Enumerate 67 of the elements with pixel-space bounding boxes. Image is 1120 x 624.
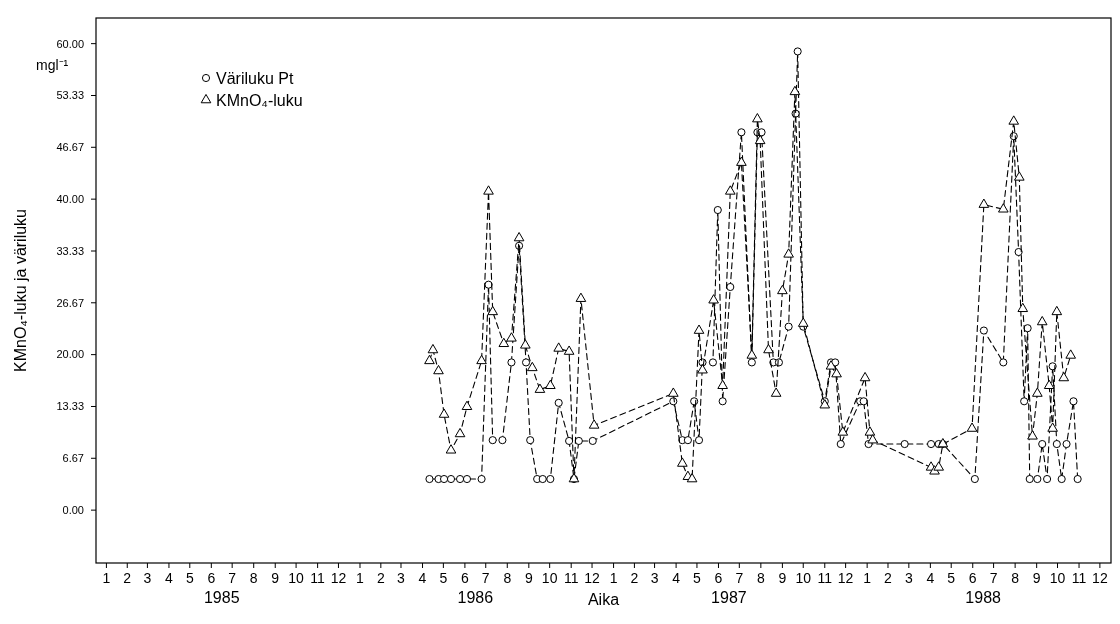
x-tick-label: 11	[310, 570, 326, 586]
x-tick-label: 2	[884, 570, 893, 586]
x-axis-title: Aika	[587, 591, 620, 608]
x-tick-label: 12	[1092, 570, 1108, 586]
x-tick-label: 12	[330, 570, 347, 586]
x-tick-label: 3	[143, 570, 152, 586]
x-tick-label: 6	[207, 570, 216, 586]
y-tick-label: 20.00	[56, 348, 84, 361]
x-tick-label: 4	[418, 570, 427, 586]
x-tick-label: 2	[123, 570, 132, 586]
y-tick-label: 40.00	[56, 193, 84, 205]
x-tick-label: 4	[672, 570, 681, 586]
x-tick-label: 5	[185, 570, 194, 586]
x-tick-label: 9	[524, 570, 533, 586]
text: 1985	[203, 589, 240, 606]
x-tick-label: 11	[817, 570, 833, 586]
text: 1986	[457, 589, 494, 606]
x-tick-label: 1	[102, 570, 111, 586]
legend-label: KMnO₄-luku	[216, 91, 303, 109]
x-tick-label: 11	[563, 570, 579, 586]
x-tick-label: 7	[481, 570, 490, 586]
y-tick-label: 26.67	[56, 296, 84, 309]
x-tick-label: 5	[693, 570, 702, 586]
x-tick-label: 3	[904, 570, 913, 586]
x-tick-label: 1	[863, 570, 872, 586]
x-tick-label: 2	[376, 570, 385, 586]
x-tick-label: 1	[609, 570, 618, 586]
x-tick-label: 4	[165, 570, 174, 586]
x-tick-label: 7	[735, 570, 744, 586]
x-tick-label: 8	[756, 570, 765, 586]
y-tick-label: 46.67	[56, 141, 84, 154]
y-tick-label: 0.00	[62, 503, 84, 516]
x-tick-label: 5	[947, 570, 956, 586]
x-tick-label: 8	[249, 570, 258, 586]
x-tick-label: 6	[714, 570, 723, 586]
x-tick-label: 10	[541, 570, 558, 586]
x-tick-label: 3	[650, 570, 659, 586]
x-tick-label: 6	[461, 570, 469, 586]
y-axis-title: KMnO₄-luku ja väriluku	[12, 208, 29, 373]
x-tick-label: 12	[584, 570, 601, 586]
x-tick-label: 9	[1032, 570, 1041, 586]
x-tick-label: 7	[989, 570, 998, 586]
text: 1987	[711, 589, 747, 606]
x-tick-label: 9	[271, 570, 280, 586]
y-tick-label: 6.67	[62, 452, 84, 465]
x-tick-label: 5	[439, 570, 448, 586]
x-tick-label: 1	[356, 570, 365, 586]
y-tick-label: 60.00	[56, 37, 84, 50]
x-tick-label: 10	[288, 570, 305, 586]
x-tick-label: 8	[503, 570, 512, 586]
text: 1988	[965, 589, 1002, 606]
x-tick-label: 12	[837, 570, 854, 586]
x-tick-label: 11	[1071, 570, 1087, 586]
x-tick-label: 6	[968, 570, 977, 586]
y-tick-label: 53.33	[56, 89, 84, 102]
y-tick-label: 13.33	[56, 400, 84, 413]
x-tick-label: 2	[630, 570, 639, 586]
x-tick-label: 9	[778, 570, 787, 586]
x-tick-label: 10	[1049, 570, 1066, 586]
legend-label: Väriluku Pt	[216, 69, 294, 87]
x-tick-label: 3	[397, 570, 406, 586]
x-tick-label: 4	[926, 570, 935, 586]
x-tick-label: 10	[795, 570, 812, 586]
text: mgl⁻¹	[36, 57, 69, 73]
y-tick-label: 33.33	[56, 244, 84, 257]
x-tick-label: 8	[1011, 570, 1020, 586]
x-tick-label: 7	[228, 570, 237, 586]
